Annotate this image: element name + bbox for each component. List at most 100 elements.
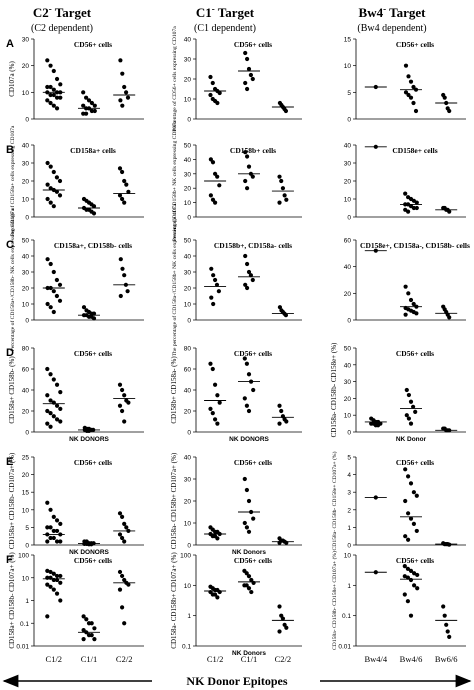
data-point [244, 361, 249, 366]
data-point [411, 301, 416, 307]
data-point [280, 186, 286, 191]
y-axis-label: CD158a+ CD158b- CD107a+ (%) [8, 552, 16, 649]
panel-title: CD56+ cells [74, 349, 112, 358]
data-point [250, 76, 255, 82]
y-tick-label: 1 [25, 598, 29, 605]
group-label: C1/2 [207, 654, 224, 664]
y-tick-label: 20 [22, 286, 30, 293]
data-point [48, 164, 53, 169]
data-point [48, 84, 53, 90]
y-tick-label: 10 [22, 507, 30, 514]
y-tick-label: 50 [344, 346, 352, 353]
data-point [242, 356, 247, 361]
y-tick-label: 0 [187, 318, 191, 325]
group-2 [78, 539, 100, 547]
data-point [279, 408, 284, 414]
data-point [45, 160, 50, 166]
y-tick-label: 0 [25, 318, 29, 325]
data-point [445, 629, 450, 634]
data-point [283, 108, 289, 114]
data-point [447, 634, 452, 639]
data-point [402, 592, 407, 597]
y-tick-label: 20 [22, 409, 30, 416]
y-tick-label: 50 [184, 238, 192, 245]
panel-E2: 0 10 20 30 40 CD56+ cells CD158a- CD158b+ CD10… [170, 452, 302, 556]
y-tick-label: 30 [184, 57, 192, 64]
data-point [51, 571, 56, 576]
panel-title: CD56+ cells [74, 556, 112, 565]
data-point [412, 571, 417, 576]
data-point [245, 186, 250, 191]
data-point [58, 419, 63, 424]
data-point [122, 621, 127, 626]
data-point [244, 487, 249, 493]
data-point [250, 277, 255, 283]
data-point [406, 291, 411, 296]
y-tick-label: 10 [344, 197, 352, 204]
data-point [125, 289, 130, 294]
data-point [411, 521, 416, 526]
group-2 [78, 614, 100, 642]
y-axis-label: CD158a- CD158b- CD158e+ (%) [330, 342, 338, 437]
group-3 [113, 257, 136, 299]
row-label-A: A [6, 38, 14, 50]
data-point [57, 298, 63, 303]
y-tick-label: 15 [344, 37, 352, 44]
data-point [404, 387, 409, 393]
group-2 [400, 191, 422, 214]
data-point [91, 311, 97, 316]
data-point [284, 419, 289, 424]
group-3 [271, 100, 294, 114]
data-point [120, 514, 125, 519]
data-point [48, 584, 53, 589]
data-point [403, 312, 408, 317]
group-2 [78, 90, 100, 116]
y-tick-label: 10 [22, 575, 30, 582]
data-point [92, 108, 97, 114]
group-2 [238, 476, 260, 534]
y-tick-label: 50 [184, 143, 192, 150]
data-point [122, 521, 127, 526]
data-point [212, 277, 218, 283]
data-point [45, 257, 50, 262]
y-tick-label: 0 [187, 117, 191, 124]
data-point [442, 95, 447, 100]
y-tick-label: 1 [187, 613, 191, 620]
y-tick-label: 20 [344, 291, 352, 298]
panel-title: CD56+ cells [234, 556, 272, 565]
group-3 [113, 58, 136, 108]
data-point [284, 197, 289, 202]
y-tick-label: 20 [184, 286, 192, 293]
y-tick-label: 60 [22, 367, 30, 374]
data-point [122, 200, 127, 205]
x-axis-label: NK DONORS [69, 549, 109, 556]
data-point [208, 74, 213, 80]
data-point [250, 174, 255, 179]
data-point [45, 58, 50, 63]
data-point [246, 574, 252, 579]
panel-title: CD56+ cells [396, 40, 434, 49]
data-point [242, 476, 247, 482]
data-point [277, 305, 283, 310]
y-tick-label: 100 [18, 553, 29, 560]
data-point [248, 273, 253, 278]
data-point [412, 583, 417, 588]
y-tick-label: 10 [344, 413, 352, 420]
data-point [277, 403, 282, 408]
data-point [413, 409, 418, 414]
panel-B1: B 0 10 20 30 40 CD158a+ cells Percentage of CD1… [6, 125, 144, 236]
data-point [283, 313, 289, 318]
data-point [414, 205, 419, 211]
data-point [84, 111, 89, 116]
data-point [86, 98, 92, 103]
data-point [81, 637, 86, 642]
data-point [403, 191, 408, 196]
data-point [215, 100, 220, 106]
data-point [45, 196, 50, 202]
data-point [89, 633, 94, 638]
y-tick-label: 25 [22, 455, 30, 462]
data-point [92, 626, 97, 631]
data-point [48, 507, 53, 512]
panel-A1: A 0 10 20 30 CD56+ cells CD107a (%) [6, 37, 144, 124]
data-point [277, 629, 282, 634]
